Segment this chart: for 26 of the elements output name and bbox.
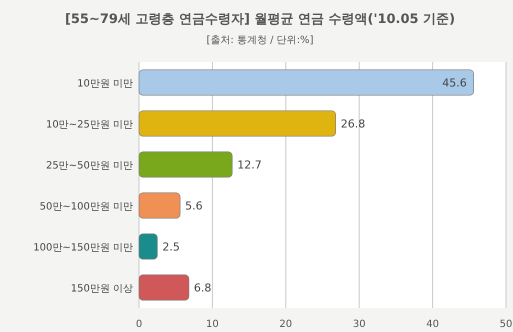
y-tick-label: 10만~25만원 미만 xyxy=(46,120,133,130)
chart-subtitle: [출처: 통계청 / 단위:%] xyxy=(206,35,314,46)
x-tick-label: 50 xyxy=(500,319,512,330)
y-tick-label: 25만~50만원 미만 xyxy=(46,160,133,172)
x-tick-label: 10 xyxy=(206,319,219,330)
bar xyxy=(138,233,158,260)
x-tick-label: 0 xyxy=(136,319,142,330)
bar xyxy=(138,192,180,219)
y-tick-label: 50만~100만원 미만 xyxy=(40,202,133,212)
data-label: 6.8 xyxy=(194,282,212,294)
bar xyxy=(138,151,233,178)
bar xyxy=(138,110,336,137)
bar xyxy=(138,274,190,301)
data-label: 2.5 xyxy=(162,240,180,254)
y-tick-label: 10만원 미만 xyxy=(77,78,133,90)
x-tick-label: 40 xyxy=(426,319,439,330)
y-tick-label: 100만~150만원 미만 xyxy=(33,242,133,254)
chart-title: [55~79세 고령층 연금수령자] 월평균 연금 수령액('10.05 기준) xyxy=(64,12,456,27)
data-label: 12.7 xyxy=(237,158,262,172)
x-tick-label: 20 xyxy=(279,319,292,330)
data-label: 5.6 xyxy=(185,200,203,212)
data-label: 45.6 xyxy=(442,76,467,90)
bar xyxy=(138,69,474,96)
x-tick-label: 30 xyxy=(352,319,366,330)
y-tick-label: 150만원 이상 xyxy=(70,284,133,294)
data-label: 26.8 xyxy=(340,118,366,130)
